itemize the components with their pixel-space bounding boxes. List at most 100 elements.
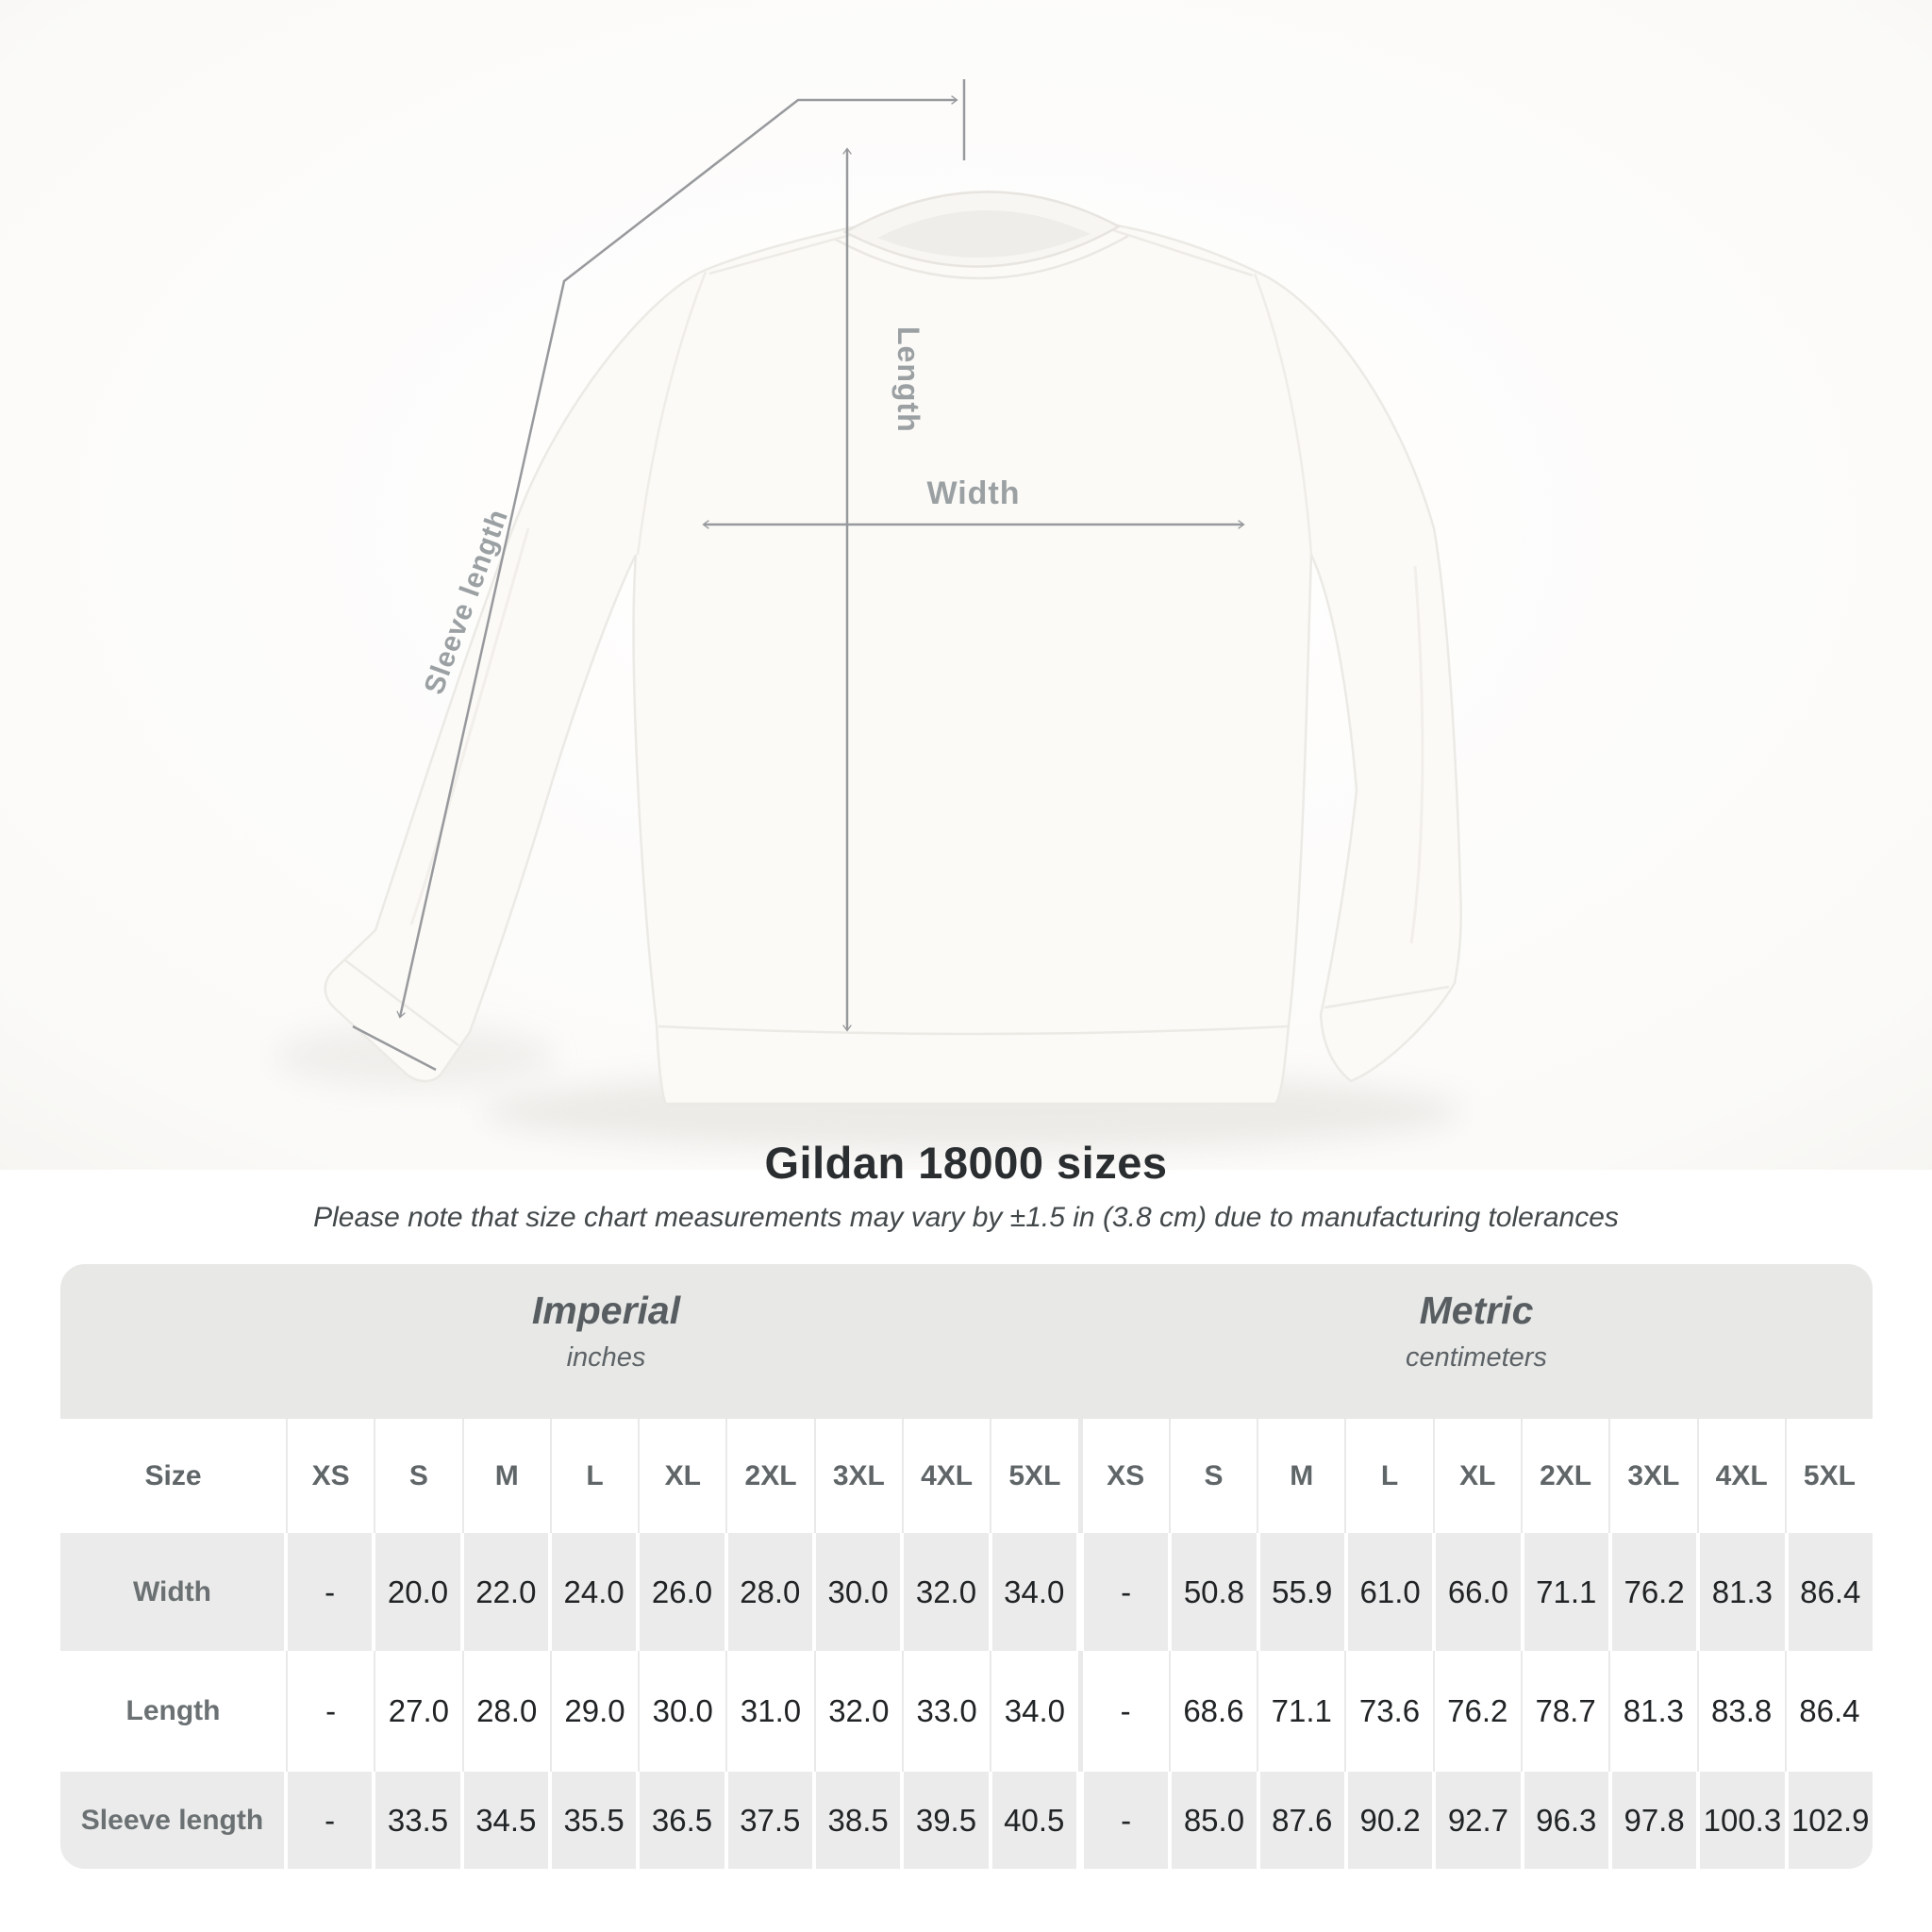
table-cell: 76.2 bbox=[1434, 1651, 1523, 1772]
table-cell: 37.5 bbox=[727, 1772, 816, 1869]
title-block: Gildan 18000 sizes Please note that size… bbox=[0, 1137, 1932, 1234]
table-cell: 87.6 bbox=[1259, 1772, 1348, 1869]
table-cell: 30.0 bbox=[815, 1533, 905, 1651]
hem-band-seam bbox=[658, 1024, 1290, 1036]
table-cell: 22.0 bbox=[463, 1533, 552, 1651]
sweatshirt-diagram: Length Width Sleeve length bbox=[0, 0, 1932, 1170]
length-label: Length bbox=[891, 326, 925, 433]
table-cell: 61.0 bbox=[1347, 1533, 1437, 1651]
table-cell: 66.0 bbox=[1436, 1533, 1524, 1651]
column-header-metric-4xl: 4XL bbox=[1698, 1419, 1787, 1533]
table-cell: 32.0 bbox=[815, 1651, 904, 1772]
table-cell: 20.0 bbox=[375, 1533, 464, 1651]
table-cell: 39.5 bbox=[904, 1772, 992, 1869]
table-cell: 76.2 bbox=[1611, 1533, 1701, 1651]
table-cell: 85.0 bbox=[1172, 1772, 1260, 1869]
table-cell: 81.3 bbox=[1610, 1651, 1699, 1772]
table-cell: 34.0 bbox=[991, 1533, 1084, 1651]
table-cell: 28.0 bbox=[727, 1533, 816, 1651]
table-cell: 38.5 bbox=[815, 1772, 905, 1869]
column-header-imperial-xs: XS bbox=[288, 1419, 376, 1533]
table-cell: - bbox=[288, 1772, 376, 1869]
column-header-metric-m: M bbox=[1258, 1419, 1347, 1533]
table-cell: 73.6 bbox=[1346, 1651, 1435, 1772]
table-cell: 40.5 bbox=[991, 1772, 1084, 1869]
metric-unit: centimeters bbox=[1406, 1342, 1547, 1373]
table-cell: 92.7 bbox=[1436, 1772, 1524, 1869]
table-cell: 68.6 bbox=[1170, 1651, 1259, 1772]
table-cell: 96.3 bbox=[1524, 1772, 1612, 1869]
column-header-metric-2xl: 2XL bbox=[1522, 1419, 1611, 1533]
imperial-group-header: Imperial inches bbox=[132, 1289, 1080, 1374]
table-cell: 32.0 bbox=[904, 1533, 992, 1651]
column-header-metric-5xl: 5XL bbox=[1786, 1419, 1873, 1533]
measurement-annotations bbox=[352, 79, 1245, 1072]
column-header-imperial-4xl: 4XL bbox=[903, 1419, 992, 1533]
tolerance-note: Please note that size chart measurements… bbox=[313, 1202, 1619, 1233]
table-cell: 35.5 bbox=[551, 1772, 641, 1869]
table-cell: 81.3 bbox=[1700, 1533, 1789, 1651]
column-header-imperial-2xl: 2XL bbox=[727, 1419, 816, 1533]
table-cell: 29.0 bbox=[551, 1651, 641, 1772]
right-cuff-seam bbox=[1324, 985, 1450, 1009]
table-cell: 71.1 bbox=[1258, 1651, 1347, 1772]
table-cell: 34.5 bbox=[463, 1772, 552, 1869]
sleeve-length-tick-bottom bbox=[352, 1024, 437, 1072]
table-cell: 30.0 bbox=[640, 1651, 728, 1772]
table-row-sleeve-length: Sleeve length -33.5 34.5 35.5 36.5 37.5 38.5 39… bbox=[60, 1772, 1873, 1869]
table-cell: - bbox=[1082, 1651, 1171, 1772]
imperial-label: Imperial bbox=[531, 1289, 681, 1332]
column-header-imperial-s: S bbox=[375, 1419, 464, 1533]
column-header-imperial-m: M bbox=[463, 1419, 552, 1533]
table-cell: 27.0 bbox=[375, 1651, 464, 1772]
page-title: Gildan 18000 sizes bbox=[764, 1138, 1168, 1188]
row-label: Sleeve length bbox=[60, 1772, 288, 1869]
unit-group-band: Imperial inches Metric centimeters bbox=[60, 1264, 1873, 1419]
table-row-width: Width -20.0 22.0 24.0 26.0 28.0 30.0 32.0 34.0-5… bbox=[60, 1533, 1873, 1651]
column-header-imperial-3xl: 3XL bbox=[815, 1419, 904, 1533]
table-cell: 78.7 bbox=[1522, 1651, 1611, 1772]
right-sleeve-seam bbox=[1253, 273, 1313, 556]
row-label: Length bbox=[60, 1651, 288, 1772]
column-header-metric-xs: XS bbox=[1082, 1419, 1171, 1533]
table-cell: 36.5 bbox=[640, 1772, 728, 1869]
column-header-imperial-l: L bbox=[551, 1419, 641, 1533]
table-cell: 71.1 bbox=[1524, 1533, 1612, 1651]
table-cell: 26.0 bbox=[640, 1533, 728, 1651]
size-header-row: Size XS S M L XL 2XL 3XL 4XL 5XL XS S M L XL 2XL 3XL 4XL 5… bbox=[60, 1419, 1873, 1533]
imperial-unit: inches bbox=[566, 1342, 646, 1373]
sleeve-length-arrow bbox=[396, 95, 958, 1019]
right-shoulder-seam bbox=[1112, 228, 1254, 277]
table-cell: - bbox=[1083, 1772, 1173, 1869]
table-cell: 50.8 bbox=[1172, 1533, 1260, 1651]
row-label: Width bbox=[60, 1533, 288, 1651]
column-header-metric-s: S bbox=[1170, 1419, 1259, 1533]
table-cell: 24.0 bbox=[551, 1533, 641, 1651]
table-cell: 31.0 bbox=[727, 1651, 816, 1772]
column-header-imperial-5xl: 5XL bbox=[991, 1419, 1083, 1533]
table-cell: 90.2 bbox=[1347, 1772, 1437, 1869]
column-header-metric-l: L bbox=[1346, 1419, 1435, 1533]
table-cell: 86.4 bbox=[1786, 1651, 1873, 1772]
table-cell: 100.3 bbox=[1700, 1772, 1789, 1869]
column-header-metric-xl: XL bbox=[1434, 1419, 1523, 1533]
right-sleeve-fold bbox=[1409, 565, 1424, 944]
metric-group-header: Metric centimeters bbox=[1080, 1289, 1873, 1374]
table-cell: 34.0 bbox=[991, 1651, 1083, 1772]
table-cell: 33.0 bbox=[903, 1651, 992, 1772]
size-corner-header: Size bbox=[60, 1419, 288, 1533]
table-row-length: Length -27.0 28.0 29.0 30.0 31.0 32.0 33.0 34.0-… bbox=[60, 1651, 1873, 1772]
table-cell: - bbox=[288, 1651, 376, 1772]
metric-label: Metric bbox=[1419, 1289, 1534, 1332]
table-cell: 55.9 bbox=[1259, 1533, 1348, 1651]
table-cell: 102.9 bbox=[1788, 1772, 1873, 1869]
column-header-imperial-xl: XL bbox=[640, 1419, 728, 1533]
column-header-metric-3xl: 3XL bbox=[1610, 1419, 1699, 1533]
table-cell: 28.0 bbox=[463, 1651, 552, 1772]
width-label: Width bbox=[926, 475, 1020, 511]
table-cell: 86.4 bbox=[1788, 1533, 1873, 1651]
size-table: Imperial inches Metric centimeters Size X… bbox=[60, 1264, 1873, 1869]
table-cell: 33.5 bbox=[375, 1772, 464, 1869]
table-cell: 97.8 bbox=[1611, 1772, 1701, 1869]
